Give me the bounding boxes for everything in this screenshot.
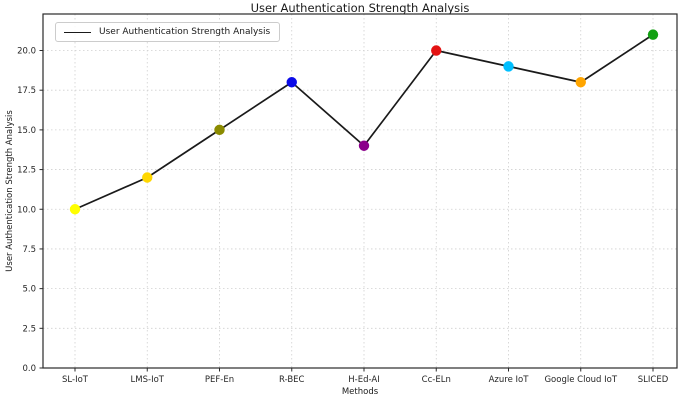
data-point-sl-iot xyxy=(69,204,81,215)
y-tick-label: 0.0 xyxy=(22,364,36,374)
plot-canvas: 0.0 2.5 5.0 7.5 10.0 12.5 15.0 17.5 20.0 SL-IoT LM… xyxy=(17,13,678,385)
x-tick-label: R-BEC xyxy=(279,375,305,385)
data-point-cc-eln xyxy=(431,45,442,56)
data-point-sliced xyxy=(647,29,659,40)
data-point-lms-iot xyxy=(142,172,153,183)
y-axis-label: User Authentication Strength Analysis xyxy=(5,110,15,272)
y-tick-label: 20.0 xyxy=(17,47,36,57)
y-tick-label: 7.5 xyxy=(22,245,36,255)
y-tick-label: 17.5 xyxy=(17,86,36,96)
y-tick-label: 12.5 xyxy=(17,166,36,176)
legend: User Authentication Strength Analysis xyxy=(55,22,281,42)
x-tick-label: H-Ed-AI xyxy=(348,375,379,385)
data-point-r-bec xyxy=(286,77,297,88)
x-tick-label: SLICED xyxy=(638,375,669,385)
y-tick-label: 10.0 xyxy=(17,205,36,215)
x-tick-label: SL-IoT xyxy=(62,375,89,385)
x-tick-label: Cc-ELn xyxy=(422,375,451,385)
x-tick-label: LMS-IoT xyxy=(131,375,165,385)
y-tick-label: 15.0 xyxy=(17,126,36,136)
data-point-h-ed-ai xyxy=(358,140,370,151)
chart-title: User Authentication Strength Analysis xyxy=(250,1,470,15)
x-tick-label: Azure IoT xyxy=(489,375,530,385)
y-tick-label: 2.5 xyxy=(22,324,36,334)
y-tick-label: 5.0 xyxy=(22,285,36,295)
data-point-azure-iot xyxy=(503,61,514,72)
legend-line-swatch xyxy=(64,31,91,33)
data-point-google-cloud-iot xyxy=(575,77,586,88)
data-point-pef-en xyxy=(214,124,225,136)
x-axis-label: Methods xyxy=(341,387,379,397)
plot-area: 0.0 2.5 5.0 7.5 10.0 12.5 15.0 17.5 20.0 SL-IoT LM… xyxy=(17,13,678,385)
plot-border xyxy=(42,13,678,369)
x-tick-label: PEF-En xyxy=(205,375,234,385)
x-tick-label: Google Cloud IoT xyxy=(544,375,617,385)
legend-label: User Authentication Strength Analysis xyxy=(99,27,271,37)
